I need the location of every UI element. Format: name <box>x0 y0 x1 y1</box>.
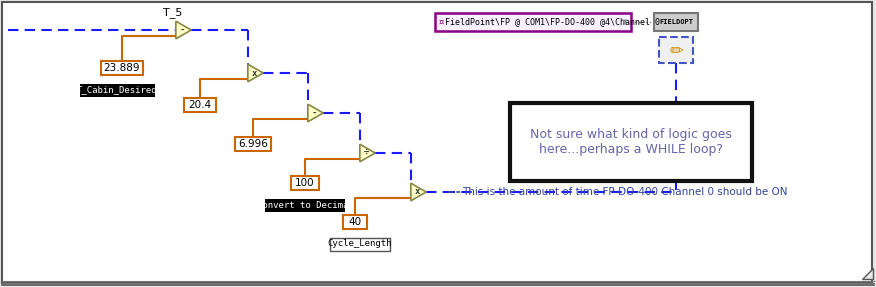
Polygon shape <box>248 64 264 82</box>
Text: 23.889: 23.889 <box>103 63 140 73</box>
FancyBboxPatch shape <box>101 61 143 75</box>
Text: Convert to Decimal: Convert to Decimal <box>257 201 353 210</box>
Text: Not sure what kind of logic goes
here...perhaps a WHILE loop?: Not sure what kind of logic goes here...… <box>530 128 732 156</box>
Polygon shape <box>307 104 323 122</box>
Text: FieldPoint\FP @ COM1\FP-DO-400 @4\Channel 0: FieldPoint\FP @ COM1\FP-DO-400 @4\Channe… <box>445 18 660 26</box>
FancyBboxPatch shape <box>184 98 216 112</box>
Polygon shape <box>360 144 375 162</box>
Text: FIELDOPT: FIELDOPT <box>659 19 693 25</box>
FancyBboxPatch shape <box>510 103 752 181</box>
Polygon shape <box>862 268 873 279</box>
Polygon shape <box>411 183 427 201</box>
FancyBboxPatch shape <box>265 199 345 212</box>
Text: -: - <box>180 26 185 34</box>
FancyBboxPatch shape <box>235 137 271 151</box>
Text: T_5: T_5 <box>163 7 183 18</box>
FancyBboxPatch shape <box>2 2 872 283</box>
Text: x: x <box>414 187 420 197</box>
Text: ✏: ✏ <box>669 41 683 59</box>
FancyBboxPatch shape <box>343 215 367 229</box>
Text: 40: 40 <box>349 217 362 227</box>
Text: ÷: ÷ <box>364 148 369 158</box>
FancyBboxPatch shape <box>330 238 390 251</box>
Text: 6.996: 6.996 <box>238 139 268 149</box>
Text: T_Cabin_Desired: T_Cabin_Desired <box>77 86 158 94</box>
FancyBboxPatch shape <box>435 13 631 31</box>
FancyBboxPatch shape <box>80 84 154 96</box>
FancyBboxPatch shape <box>659 37 693 63</box>
Text: x: x <box>251 69 258 77</box>
Text: 100: 100 <box>295 178 314 188</box>
FancyBboxPatch shape <box>291 176 319 190</box>
Text: ▼: ▼ <box>622 19 628 25</box>
FancyBboxPatch shape <box>654 13 698 31</box>
Text: This is the amount of time FP-DO-400 Channel 0 should be ON: This is the amount of time FP-DO-400 Cha… <box>463 187 788 197</box>
Polygon shape <box>176 21 191 39</box>
Text: ¤: ¤ <box>439 18 444 26</box>
Text: Cycle_Length: Cycle_Length <box>328 239 392 249</box>
Text: 20.4: 20.4 <box>188 100 212 110</box>
Text: -: - <box>312 108 317 117</box>
